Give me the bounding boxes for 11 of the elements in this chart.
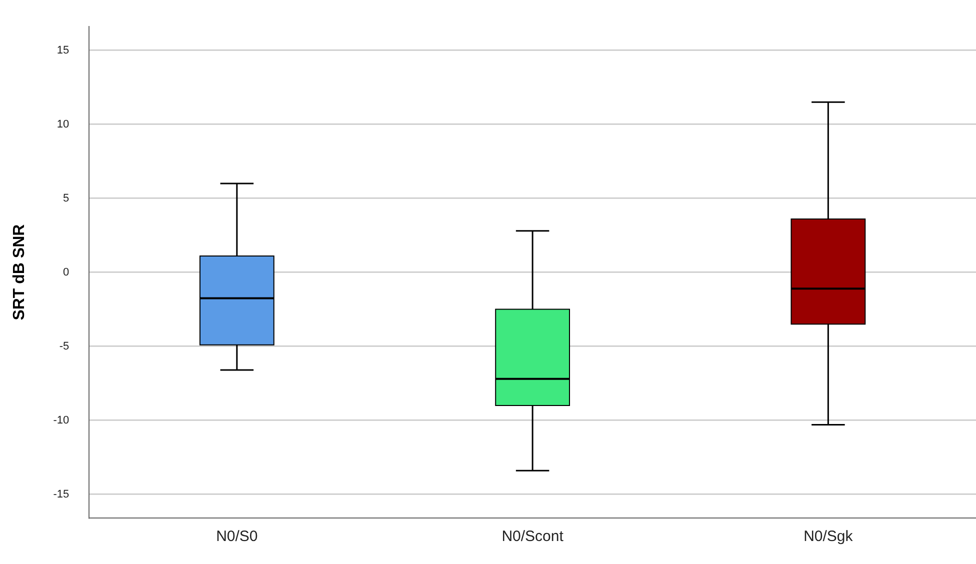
y-tick-label: -10 [53, 414, 70, 426]
y-tick-label: 10 [56, 118, 70, 130]
x-tick-label: N0/Scont [502, 528, 564, 546]
y-axis-title: SRT dB SNR [11, 224, 28, 320]
y-tick-label: -15 [53, 488, 70, 500]
y-tick-label: -5 [59, 340, 70, 352]
x-tick-label: N0/S0 [216, 528, 258, 546]
x-tick-label: N0/Sgk [804, 528, 854, 546]
y-tick-label: 5 [62, 192, 70, 204]
y-tick-label: 15 [56, 44, 70, 56]
y-tick-label: 0 [62, 266, 70, 278]
